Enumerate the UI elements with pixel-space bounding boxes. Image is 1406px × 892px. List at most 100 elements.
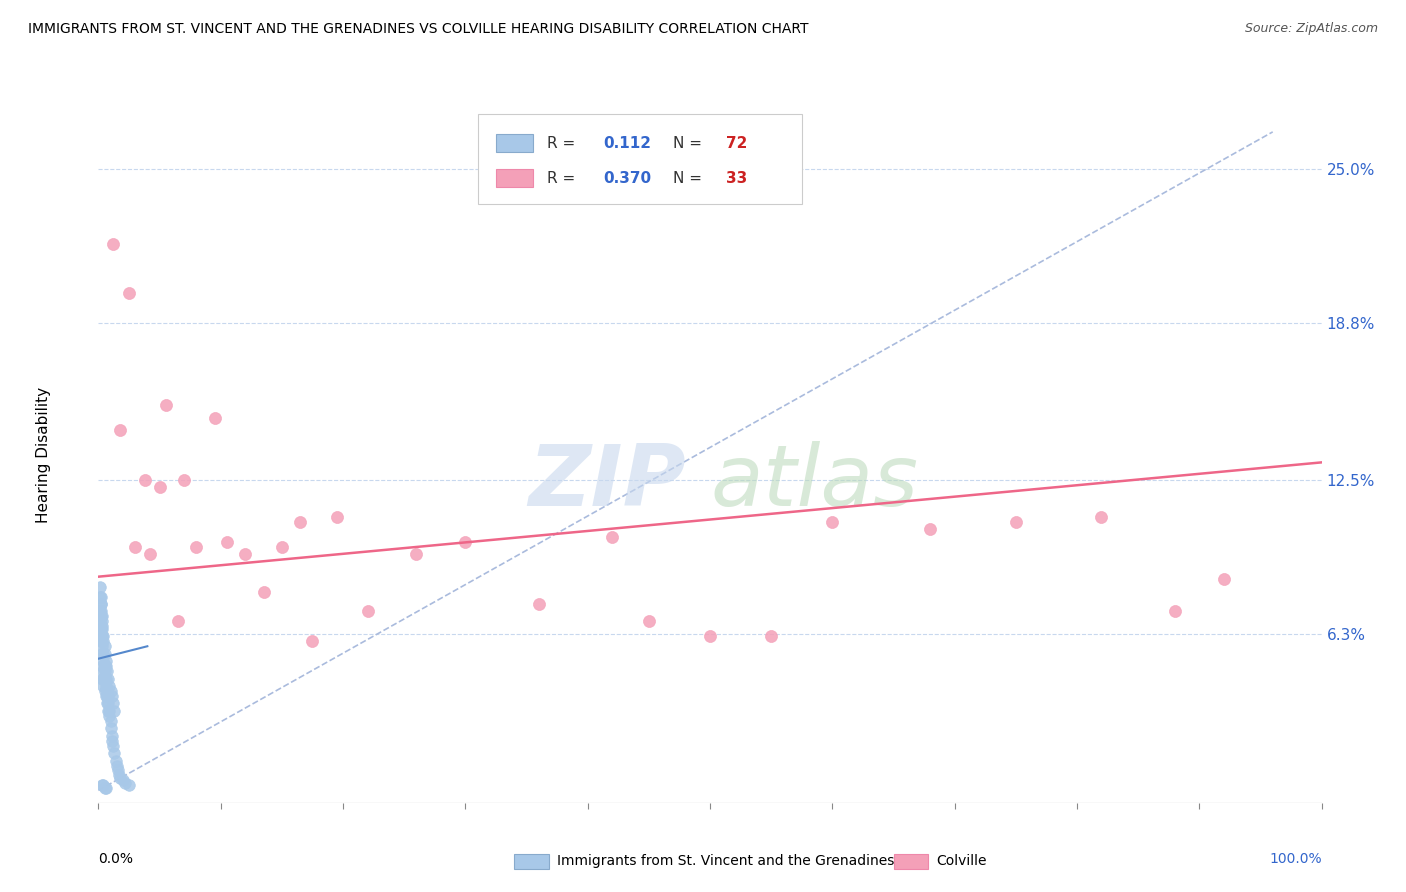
Point bbox=[96, 697, 118, 711]
Point bbox=[118, 286, 141, 301]
Point bbox=[96, 664, 118, 678]
Point bbox=[93, 684, 115, 698]
Point bbox=[124, 540, 146, 554]
Point bbox=[94, 659, 117, 673]
Point bbox=[215, 534, 238, 549]
Point bbox=[110, 423, 132, 437]
Point bbox=[173, 473, 195, 487]
Text: R =: R = bbox=[547, 136, 581, 151]
Point bbox=[139, 547, 162, 561]
FancyBboxPatch shape bbox=[478, 114, 801, 204]
Point bbox=[91, 659, 114, 673]
Point bbox=[326, 510, 349, 524]
Text: Colville: Colville bbox=[936, 855, 987, 868]
Point bbox=[91, 647, 114, 661]
Point bbox=[98, 708, 121, 723]
Point bbox=[96, 684, 118, 698]
Point bbox=[103, 704, 125, 718]
Point bbox=[94, 689, 117, 703]
Point bbox=[118, 778, 141, 792]
Text: N =: N = bbox=[673, 136, 707, 151]
Point bbox=[91, 679, 114, 693]
Point bbox=[89, 590, 111, 604]
Point bbox=[90, 605, 112, 619]
Point bbox=[91, 778, 114, 792]
Text: 0.112: 0.112 bbox=[603, 136, 651, 151]
FancyBboxPatch shape bbox=[496, 169, 533, 187]
Point bbox=[96, 689, 118, 703]
Point bbox=[97, 697, 120, 711]
Point bbox=[97, 704, 120, 718]
Point bbox=[94, 679, 117, 693]
Point bbox=[1090, 510, 1112, 524]
Point bbox=[405, 547, 427, 561]
Point bbox=[290, 515, 312, 529]
Point bbox=[90, 597, 112, 611]
Point bbox=[454, 534, 477, 549]
Point bbox=[91, 629, 114, 643]
Point bbox=[93, 780, 115, 795]
Point bbox=[100, 721, 122, 735]
Point bbox=[101, 236, 124, 251]
Text: IMMIGRANTS FROM ST. VINCENT AND THE GRENADINES VS COLVILLE HEARING DISABILITY CO: IMMIGRANTS FROM ST. VINCENT AND THE GREN… bbox=[28, 22, 808, 37]
Point bbox=[94, 780, 117, 795]
FancyBboxPatch shape bbox=[894, 854, 928, 869]
Point bbox=[527, 597, 550, 611]
Point bbox=[91, 639, 114, 653]
FancyBboxPatch shape bbox=[496, 134, 533, 153]
Text: Hearing Disability: Hearing Disability bbox=[37, 387, 51, 523]
Point bbox=[89, 605, 111, 619]
Point bbox=[97, 689, 120, 703]
Text: N =: N = bbox=[673, 170, 707, 186]
Point bbox=[93, 664, 115, 678]
Point bbox=[91, 619, 114, 633]
Point bbox=[91, 672, 114, 686]
Point bbox=[100, 714, 122, 728]
Point bbox=[101, 689, 124, 703]
Text: Source: ZipAtlas.com: Source: ZipAtlas.com bbox=[1244, 22, 1378, 36]
Point bbox=[100, 684, 122, 698]
Point bbox=[90, 627, 112, 641]
Text: R =: R = bbox=[547, 170, 581, 186]
Point bbox=[89, 615, 111, 629]
Point bbox=[98, 704, 121, 718]
Point bbox=[186, 540, 208, 554]
Point bbox=[97, 672, 120, 686]
Point bbox=[821, 515, 844, 529]
Point bbox=[93, 659, 115, 673]
FancyBboxPatch shape bbox=[515, 854, 548, 869]
Text: ZIP: ZIP bbox=[527, 442, 686, 524]
Point bbox=[637, 615, 661, 629]
Point bbox=[93, 647, 115, 661]
Point bbox=[98, 679, 121, 693]
Point bbox=[91, 654, 114, 668]
Point bbox=[114, 776, 136, 790]
Point bbox=[101, 697, 124, 711]
Point bbox=[167, 615, 190, 629]
Point bbox=[1212, 572, 1234, 586]
Point bbox=[155, 398, 177, 412]
Point bbox=[761, 629, 783, 643]
Point bbox=[91, 634, 114, 648]
Point bbox=[90, 597, 112, 611]
Point bbox=[107, 764, 129, 778]
Text: 33: 33 bbox=[725, 170, 747, 186]
Point bbox=[91, 609, 114, 624]
Point bbox=[134, 473, 156, 487]
Point bbox=[90, 622, 112, 636]
Point bbox=[204, 410, 226, 425]
Point bbox=[356, 605, 378, 619]
Point bbox=[91, 672, 114, 686]
Text: 100.0%: 100.0% bbox=[1270, 852, 1322, 865]
Point bbox=[101, 739, 124, 753]
Point bbox=[90, 634, 112, 648]
Point bbox=[104, 754, 127, 768]
Point bbox=[91, 664, 114, 678]
Point bbox=[600, 530, 623, 544]
Point bbox=[89, 580, 111, 594]
Point bbox=[111, 773, 134, 788]
Point bbox=[93, 672, 115, 686]
Point bbox=[90, 590, 112, 604]
Text: Immigrants from St. Vincent and the Grenadines: Immigrants from St. Vincent and the Gren… bbox=[557, 855, 894, 868]
Point bbox=[920, 523, 942, 537]
